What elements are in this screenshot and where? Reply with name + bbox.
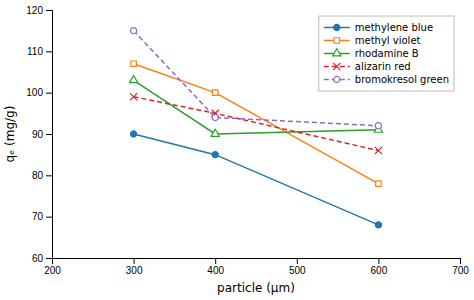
legend-marker [333, 63, 340, 70]
tick-label: 300 [126, 265, 143, 276]
legend-label: bromokresol green [355, 74, 449, 85]
tick-label: 700 [452, 265, 469, 276]
tick-label: 60 [32, 253, 44, 264]
legend-label: methyl violet [355, 35, 421, 46]
tick: 500 [289, 258, 306, 276]
legend-item: methylene blue [324, 22, 433, 33]
y-axis: 60 70 80 90 100 110 120 [26, 5, 52, 264]
line [134, 134, 379, 225]
line [134, 97, 379, 151]
tick-label: 70 [32, 211, 44, 222]
point [129, 75, 137, 82]
legend-label: rhodamine B [355, 48, 419, 59]
tick-mark [46, 51, 52, 52]
tick-mark [46, 217, 52, 218]
axis-line [46, 11, 53, 259]
point [212, 90, 217, 95]
tick-mark [46, 175, 52, 176]
legend-item: alizarin red [324, 61, 411, 72]
legend-item: bromokresol green [324, 74, 449, 85]
tick: 400 [207, 258, 224, 276]
tick-label: 90 [32, 129, 44, 140]
legend: methylene blue methyl violet rhodamine B al… [319, 16, 454, 91]
tick: 100 [26, 87, 52, 98]
point [376, 181, 381, 186]
legend-marker [334, 38, 339, 43]
point [375, 222, 381, 228]
point [131, 61, 136, 66]
tick-label: 120 [26, 5, 43, 16]
point [375, 147, 382, 154]
point [211, 129, 219, 136]
tick-mark [460, 258, 461, 264]
tick-mark [215, 258, 216, 264]
tick-mark [46, 258, 52, 259]
tick-label: 600 [371, 265, 388, 276]
tick: 700 [452, 258, 469, 276]
legend-item: rhodamine B [324, 48, 419, 59]
tick-mark [46, 10, 52, 11]
chart: 200 300 400 500 600 700 60 70 80 90 100 110 120 parti… [0, 0, 474, 300]
legend-marker [333, 49, 341, 56]
point [375, 123, 381, 129]
tick-mark [46, 93, 52, 94]
point [131, 28, 137, 34]
tick: 70 [32, 211, 52, 222]
tick-label: 400 [207, 265, 224, 276]
legend-marker [334, 24, 340, 30]
point [130, 93, 137, 100]
legend-marker [334, 76, 340, 82]
y-axis-title: qₑ (mg/g) [3, 106, 17, 163]
point [131, 131, 137, 137]
legend-item: methyl violet [324, 35, 421, 46]
legend-label: methylene blue [355, 22, 433, 33]
legend-box [319, 16, 454, 91]
tick-label: 80 [32, 170, 44, 181]
tick-mark [46, 134, 52, 135]
x-axis: 200 300 400 500 600 700 [44, 258, 469, 276]
tick: 120 [26, 5, 52, 16]
tick-mark [134, 258, 135, 264]
tick: 60 [32, 253, 52, 264]
tick-mark [378, 258, 379, 264]
axis-line [53, 259, 461, 265]
legend-label: alizarin red [355, 61, 411, 72]
point [212, 114, 218, 120]
tick: 600 [371, 258, 388, 276]
tick: 80 [32, 170, 52, 181]
tick-label: 110 [27, 46, 43, 57]
x-axis-title: particle (μm) [217, 281, 295, 295]
tick: 90 [32, 129, 52, 140]
tick: 300 [126, 258, 143, 276]
tick-label: 200 [44, 265, 61, 276]
tick-mark [297, 258, 298, 264]
tick-label: 100 [26, 87, 43, 98]
tick: 200 [44, 258, 61, 276]
tick: 110 [27, 46, 52, 57]
point [212, 152, 218, 158]
tick-label: 500 [289, 265, 306, 276]
